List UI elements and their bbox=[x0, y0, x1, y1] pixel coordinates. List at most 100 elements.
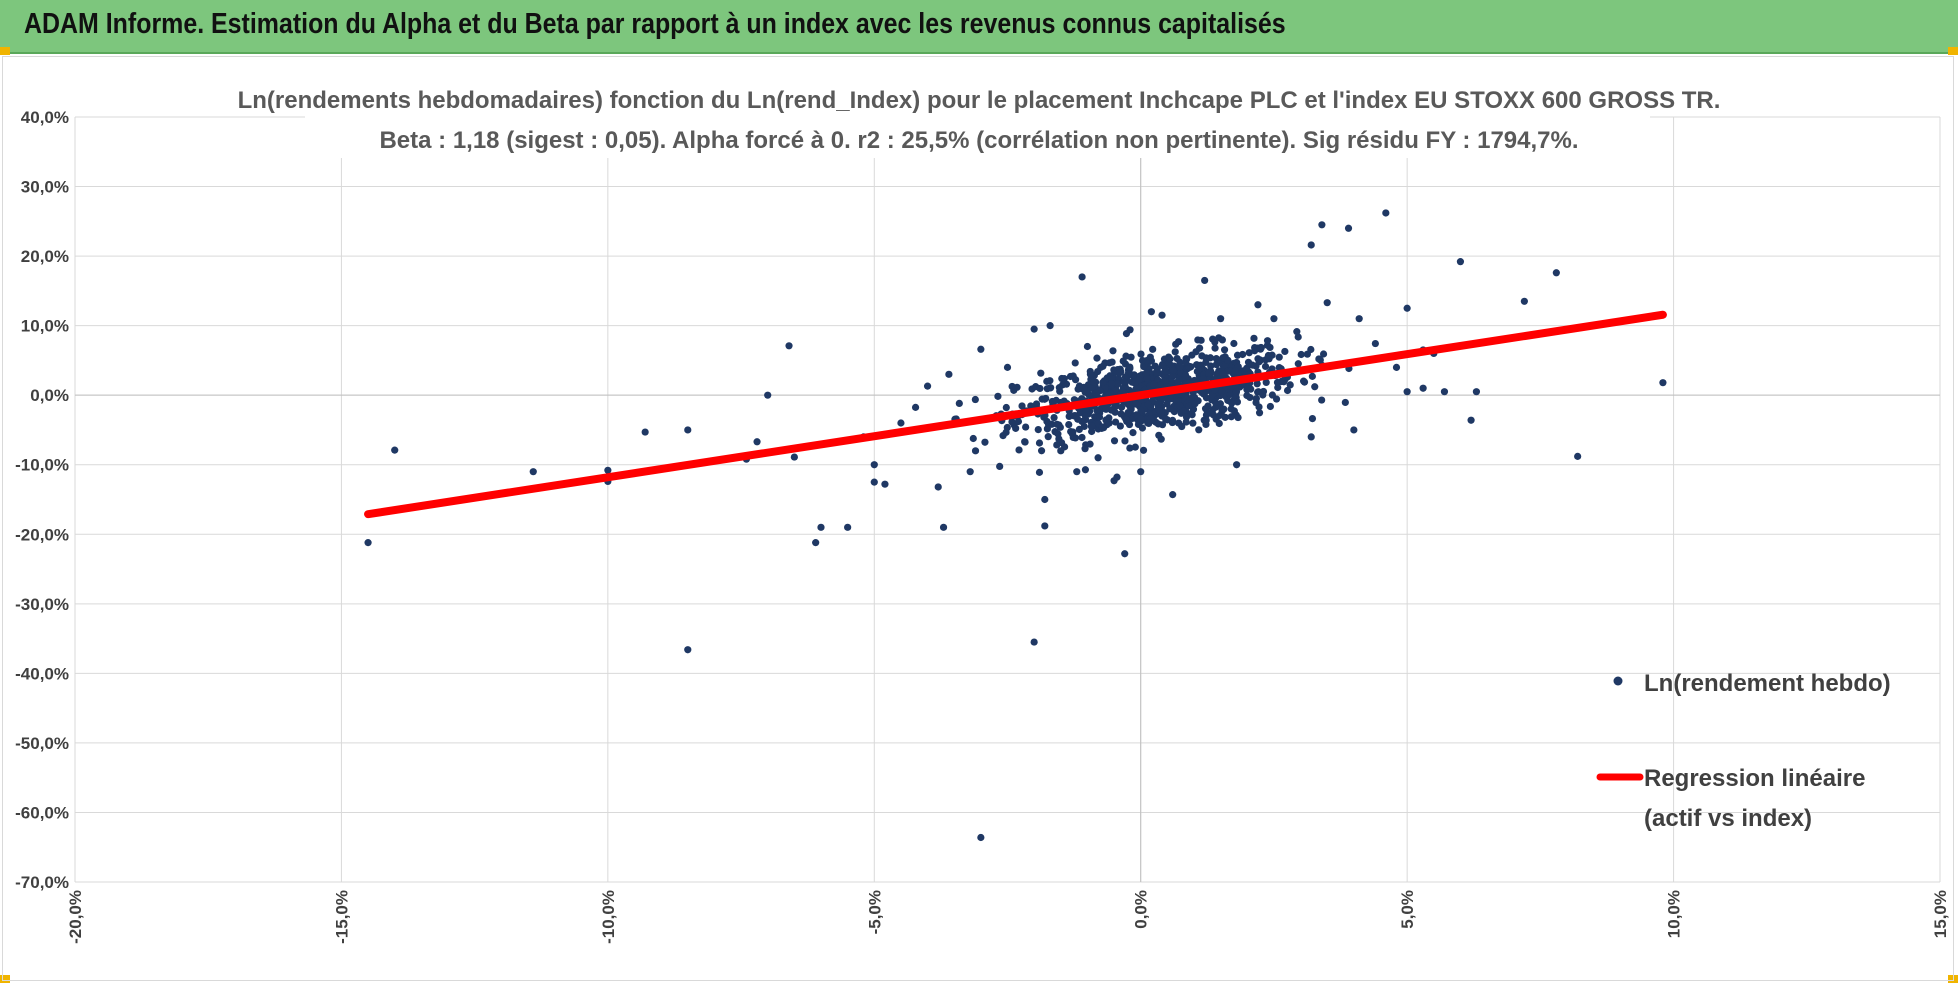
x-tick-label: 10,0% bbox=[1665, 890, 1684, 938]
data-point bbox=[1221, 362, 1229, 370]
data-point bbox=[364, 539, 372, 547]
data-point bbox=[1207, 362, 1215, 370]
data-point bbox=[1293, 328, 1301, 336]
data-point bbox=[1169, 366, 1177, 375]
data-point bbox=[1202, 354, 1210, 362]
data-point bbox=[1087, 422, 1096, 430]
data-point bbox=[1122, 415, 1130, 424]
data-point bbox=[1355, 315, 1363, 323]
data-point bbox=[1252, 395, 1260, 403]
data-point bbox=[981, 438, 989, 446]
data-point bbox=[1218, 336, 1226, 344]
data-point bbox=[1008, 418, 1016, 426]
data-point bbox=[1037, 447, 1046, 455]
axes bbox=[75, 117, 1940, 882]
data-point bbox=[1154, 420, 1162, 428]
data-point bbox=[1144, 400, 1152, 409]
data-point bbox=[1268, 391, 1277, 399]
data-point bbox=[1341, 398, 1349, 407]
data-point bbox=[1035, 468, 1044, 476]
data-point bbox=[1150, 380, 1158, 388]
data-point bbox=[923, 382, 932, 390]
data-point bbox=[1053, 420, 1061, 428]
data-point bbox=[1043, 417, 1051, 426]
corner-marker-top-left bbox=[0, 47, 10, 55]
data-point bbox=[1197, 336, 1205, 344]
data-point bbox=[1073, 468, 1081, 476]
data-point bbox=[939, 523, 948, 531]
data-point bbox=[1217, 315, 1225, 323]
data-point bbox=[994, 392, 1002, 400]
y-tick-label: 0,0% bbox=[30, 386, 69, 405]
data-point bbox=[1055, 384, 1063, 392]
data-point bbox=[1112, 418, 1120, 426]
data-point bbox=[1110, 477, 1118, 485]
data-point bbox=[1403, 304, 1411, 312]
data-point bbox=[977, 833, 985, 842]
data-point bbox=[1078, 433, 1086, 442]
data-point bbox=[1250, 334, 1258, 342]
data-point bbox=[1030, 638, 1038, 646]
data-point bbox=[1281, 347, 1289, 356]
data-point bbox=[1032, 400, 1041, 408]
data-point bbox=[1124, 409, 1132, 417]
data-point bbox=[1078, 417, 1086, 426]
data-point bbox=[1259, 391, 1267, 399]
x-tick-label: -20,0% bbox=[66, 890, 85, 944]
legend-scatter-marker bbox=[1613, 676, 1623, 686]
data-point bbox=[1318, 396, 1326, 404]
x-tick-label: -10,0% bbox=[599, 890, 618, 944]
data-point bbox=[1297, 350, 1305, 359]
data-point bbox=[1093, 354, 1101, 362]
y-tick-label: -30,0% bbox=[15, 595, 69, 614]
y-tick-label: -70,0% bbox=[15, 873, 69, 892]
data-point bbox=[1220, 346, 1229, 354]
data-point bbox=[1174, 338, 1183, 346]
data-point bbox=[1106, 359, 1114, 367]
data-point bbox=[1086, 367, 1094, 376]
data-point bbox=[1227, 413, 1235, 421]
data-point bbox=[1275, 353, 1283, 361]
data-point bbox=[1456, 258, 1465, 266]
data-point bbox=[1041, 495, 1049, 504]
data-point bbox=[1022, 423, 1030, 431]
data-point bbox=[1052, 396, 1060, 404]
data-point bbox=[897, 419, 905, 427]
data-point bbox=[1071, 412, 1079, 420]
y-tick-label: -50,0% bbox=[15, 734, 69, 753]
data-point bbox=[1081, 466, 1090, 474]
data-point bbox=[1080, 383, 1088, 391]
data-point bbox=[1182, 413, 1191, 421]
data-point bbox=[1129, 429, 1137, 437]
regression-line bbox=[364, 310, 1667, 519]
data-point bbox=[1083, 342, 1092, 351]
data-point bbox=[1157, 435, 1165, 443]
data-point bbox=[1520, 297, 1528, 305]
data-point bbox=[1186, 363, 1195, 371]
data-point bbox=[1262, 378, 1270, 387]
data-point bbox=[1308, 414, 1317, 423]
data-point bbox=[1202, 416, 1210, 424]
data-point bbox=[1003, 423, 1011, 432]
data-point bbox=[1382, 209, 1390, 217]
data-point bbox=[1194, 397, 1202, 405]
data-point bbox=[1043, 377, 1051, 385]
y-tick-label: -20,0% bbox=[15, 525, 69, 544]
legend: Ln(rendement hebdo) Regression linéaire … bbox=[1596, 670, 1891, 832]
data-point bbox=[1065, 420, 1073, 429]
data-point bbox=[785, 342, 793, 350]
data-point bbox=[1183, 355, 1191, 363]
data-point bbox=[1151, 362, 1159, 370]
data-point bbox=[1055, 435, 1063, 443]
data-point bbox=[999, 432, 1007, 440]
data-point bbox=[1036, 384, 1044, 393]
data-point bbox=[1137, 415, 1145, 423]
data-point bbox=[1156, 381, 1164, 389]
data-point bbox=[1147, 308, 1155, 316]
data-point bbox=[1081, 412, 1089, 420]
data-point bbox=[1300, 378, 1309, 386]
data-point bbox=[1261, 362, 1270, 371]
data-point bbox=[969, 434, 977, 443]
data-point bbox=[1280, 378, 1288, 386]
data-point bbox=[1108, 380, 1116, 388]
